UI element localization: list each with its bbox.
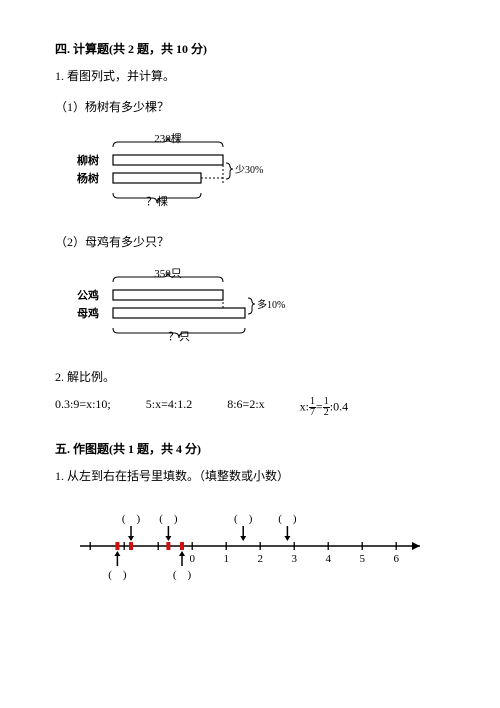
svg-text:柳树: 柳树 — [77, 153, 99, 167]
frac2-den: 2 — [323, 408, 330, 418]
svg-text:( ): ( ) — [173, 569, 192, 581]
prop-item-2: 5:x=4:1.2 — [146, 397, 192, 418]
svg-text:杨树: 杨树 — [77, 171, 99, 185]
q1-stem: 1. 看图列式，并计算。 — [55, 67, 445, 84]
svg-text:多10%: 多10% — [257, 298, 285, 311]
proportion-row: 0.3:9=x:10; 5:x=4:1.2 8:6=2:x x:17=12:0.… — [55, 397, 445, 418]
svg-text:母鸡: 母鸡 — [77, 306, 99, 320]
svg-text:2: 2 — [257, 553, 263, 565]
s5-q1-stem: 1. 从左到右在括号里填数。（填整数或小数） — [55, 467, 445, 484]
svg-text:3: 3 — [291, 553, 297, 565]
svg-text:公鸡: 公鸡 — [77, 288, 99, 302]
svg-text:？只: ？只 — [168, 331, 190, 343]
section4-title: 四. 计算题(共 2 题，共 10 分) — [55, 40, 445, 57]
prop-item-1: 0.3:9=x:10; — [55, 397, 111, 418]
svg-text:350只: 350只 — [154, 268, 182, 280]
svg-text:？棵: ？棵 — [146, 194, 168, 208]
svg-text:( ): ( ) — [159, 513, 178, 525]
q1-part1-label: （1）杨树有多少棵？ — [55, 98, 445, 115]
svg-text:6: 6 — [393, 553, 399, 565]
diagram-chickens: 350只公鸡母鸡 多10% ？只 — [75, 268, 445, 348]
prop-item-4: x:17=12:0.4 — [300, 397, 348, 418]
q1-part2-label: （2）母鸡有多少只？ — [55, 233, 445, 250]
diagram-trees: 230棵柳树杨树 少30% ？棵 — [75, 133, 445, 213]
svg-text:( ): ( ) — [278, 513, 297, 525]
frac1-den: 7 — [309, 408, 316, 418]
svg-text:( ): ( ) — [108, 569, 127, 581]
frac-mid: = — [316, 399, 323, 413]
frac-prefix: x: — [300, 399, 309, 413]
svg-text:230棵: 230棵 — [154, 133, 182, 145]
frac-2: 12 — [323, 397, 330, 418]
svg-text:4: 4 — [325, 553, 331, 565]
q2-stem: 2. 解比例。 — [55, 368, 445, 385]
frac-suffix: :0.4 — [330, 399, 348, 413]
svg-text:少30%: 少30% — [235, 164, 263, 176]
svg-text:5: 5 — [359, 553, 365, 565]
section5-title: 五. 作图题(共 1 题，共 4 分) — [55, 440, 445, 457]
frac-1: 17 — [309, 397, 316, 418]
prop-item-3: 8:6=2:x — [227, 397, 264, 418]
svg-text:1: 1 — [223, 553, 229, 565]
svg-text:( ): ( ) — [234, 513, 253, 525]
svg-text:( ): ( ) — [122, 513, 141, 525]
svg-text:0: 0 — [189, 553, 195, 565]
number-line: 0 1 2 3 4 5 6 ( ) ( ) ( ) ( ) ( ) ( ) — [65, 508, 445, 588]
